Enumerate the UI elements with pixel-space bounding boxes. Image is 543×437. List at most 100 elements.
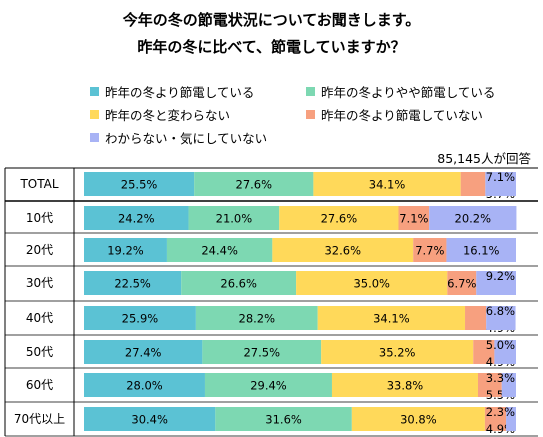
- data-label: 9.2%: [486, 269, 515, 283]
- category-label: 30代: [26, 276, 53, 290]
- category-label: 20代: [26, 243, 53, 257]
- bar-segment: [473, 340, 495, 364]
- data-label: 33.8%: [387, 379, 424, 393]
- data-label: 30.4%: [131, 413, 168, 427]
- bar-segment: [181, 271, 297, 295]
- data-label: 24.4%: [201, 244, 238, 258]
- data-label: 3.3%: [486, 371, 515, 385]
- data-label: 31.6%: [265, 413, 302, 427]
- bar-segment: [296, 271, 448, 295]
- bar-segment: [84, 172, 195, 196]
- data-label: 5.0%: [486, 338, 515, 352]
- data-label: 28.0%: [126, 379, 163, 393]
- legend-item-3: 昨年の冬と変わらない: [90, 109, 230, 123]
- bar-segment: [321, 340, 474, 364]
- bar-segment: [413, 238, 447, 262]
- data-label: 32.6%: [324, 244, 361, 258]
- bar-segment: [279, 206, 399, 230]
- bar-segment: [84, 238, 167, 262]
- data-label: 2.3%: [486, 405, 515, 419]
- category-label: 60代: [26, 378, 53, 392]
- data-label: 21.0%: [216, 212, 253, 226]
- bar-segment: [84, 206, 189, 230]
- bar-segment: [447, 271, 477, 295]
- category-label: 70代以上: [14, 412, 65, 426]
- bar-segment: [84, 271, 182, 295]
- bar-segment: [486, 306, 516, 330]
- bar-segment: [202, 340, 322, 364]
- legend-label: 昨年の冬より節電している: [105, 85, 255, 100]
- bar-segment: [317, 306, 466, 330]
- bar-segment: [215, 407, 352, 431]
- data-label: 20.2%: [455, 212, 492, 226]
- data-label: 35.2%: [379, 346, 416, 360]
- legend-swatch: [90, 87, 99, 96]
- bar-segment: [313, 172, 461, 196]
- category-label: 40代: [26, 311, 53, 325]
- data-label: 26.6%: [220, 277, 257, 291]
- legend-swatch: [306, 110, 315, 119]
- legend-item-2: 昨年の冬よりやや節電している: [306, 86, 495, 100]
- legend-swatch: [90, 133, 99, 142]
- data-label: 22.5%: [114, 277, 151, 291]
- bar-segment: [166, 238, 273, 262]
- legend-label: 昨年の冬より節電していない: [321, 108, 483, 123]
- bar-segment: [351, 407, 485, 431]
- category-label: TOTAL: [19, 177, 58, 191]
- bar-segment: [446, 238, 516, 262]
- data-label: 27.4%: [125, 346, 162, 360]
- data-label: 27.6%: [321, 212, 358, 226]
- data-label: 7.7%: [415, 244, 444, 258]
- data-label: 34.1%: [373, 312, 410, 326]
- bar-segment: [331, 373, 478, 397]
- data-label: 27.6%: [236, 178, 273, 192]
- data-label: 16.1%: [463, 244, 500, 258]
- data-label: 24.2%: [118, 212, 155, 226]
- legend-swatch: [90, 110, 99, 119]
- bar-segment: [84, 306, 196, 330]
- chart-title-line1: 今年の冬の節電状況についてお聞きします。: [122, 11, 421, 29]
- chart-title-line2: 昨年の冬に比べて、節電していますか？: [137, 38, 406, 56]
- legend-item-5: わからない・気にしていない: [90, 132, 267, 146]
- bar-segment: [194, 172, 314, 196]
- bar-segment: [398, 206, 430, 230]
- legend-item-4: 昨年の冬より節電していない: [306, 109, 483, 123]
- bar-segment: [494, 340, 516, 364]
- legend-item-1: 昨年の冬より節電している: [90, 86, 254, 100]
- data-label: 7.1%: [399, 212, 428, 226]
- bar-segment: [476, 271, 516, 295]
- data-label: 27.5%: [243, 346, 280, 360]
- bar-segment: [485, 172, 516, 196]
- respondents-note: 85,145人が回答: [437, 151, 531, 166]
- bar-segment: [506, 407, 516, 431]
- data-label: 29.4%: [250, 379, 287, 393]
- data-label: 34.1%: [369, 178, 406, 192]
- bar-segment: [84, 373, 205, 397]
- data-label: 35.0%: [353, 277, 390, 291]
- legend-label: わからない・気にしていない: [105, 131, 268, 146]
- data-label: 6.7%: [447, 277, 476, 291]
- bar-segment: [272, 238, 414, 262]
- bar-segment: [460, 172, 486, 196]
- data-label: 7.1%: [486, 170, 515, 184]
- category-label: 50代: [26, 345, 53, 359]
- data-label: 25.5%: [121, 178, 158, 192]
- bar-segment: [501, 373, 516, 397]
- legend-label: 昨年の冬と変わらない: [105, 108, 231, 123]
- data-label: 30.8%: [400, 413, 437, 427]
- legend-label: 昨年の冬よりやや節電している: [321, 85, 496, 100]
- bar-segment: [465, 306, 487, 330]
- bar-segment: [84, 407, 216, 431]
- category-label: 10代: [26, 211, 53, 225]
- bar-segment: [484, 407, 507, 431]
- bar-segment: [195, 306, 318, 330]
- data-label: 19.2%: [107, 244, 144, 258]
- bar-segment: [429, 206, 517, 230]
- bar-segment: [204, 373, 332, 397]
- bar-segment: [477, 373, 502, 397]
- data-label: 25.9%: [122, 312, 159, 326]
- data-label: 6.8%: [486, 304, 515, 318]
- bar-segment: [84, 340, 203, 364]
- bar-segment: [188, 206, 280, 230]
